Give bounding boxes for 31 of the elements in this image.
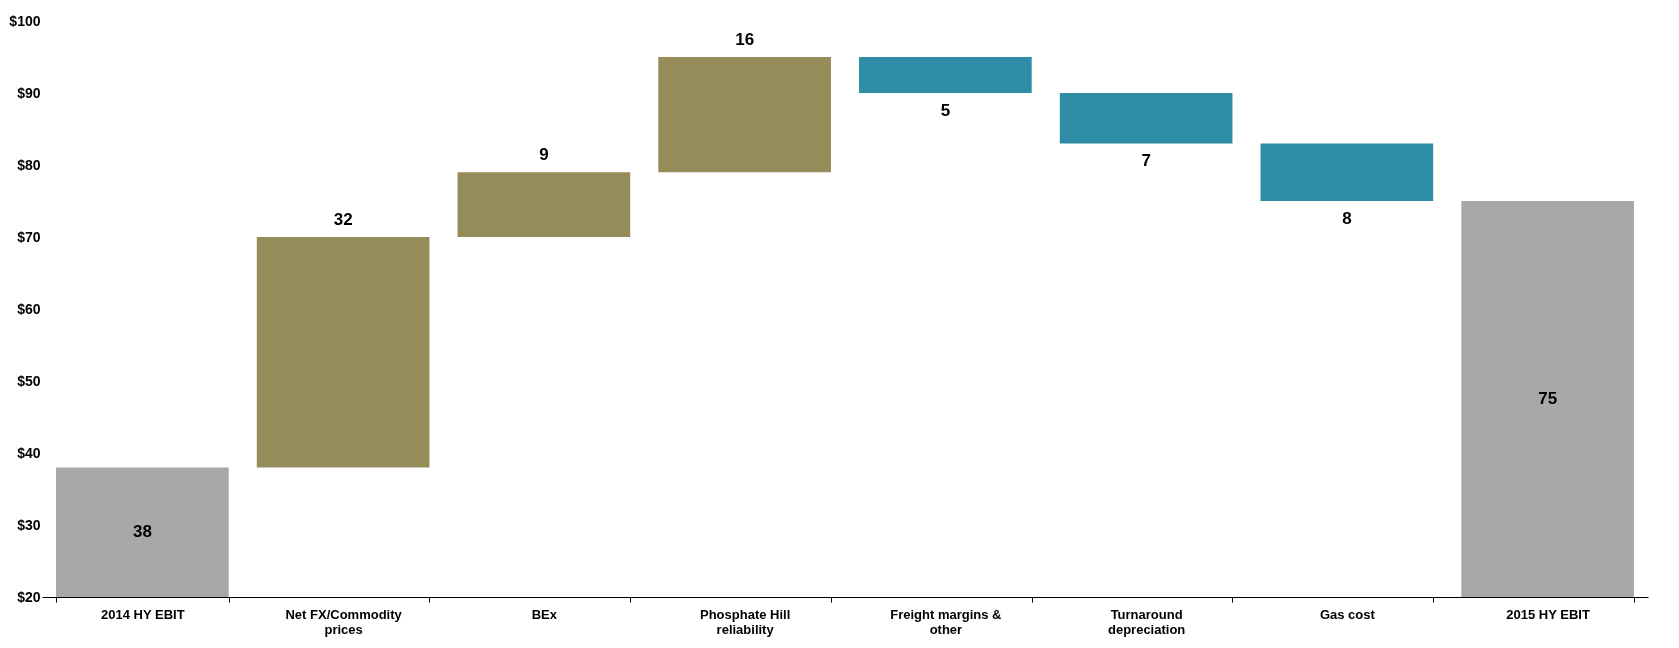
y-tick-label: $20: [17, 588, 41, 605]
data-label: 32: [333, 210, 353, 229]
data-label: 7: [1141, 151, 1151, 171]
bar: [1059, 93, 1233, 144]
x-tick-label: Phosphate Hill reliability: [699, 606, 791, 637]
data-label: 38: [132, 522, 152, 542]
y-tick-label: $40: [17, 444, 41, 461]
data-label: 75: [1538, 389, 1558, 408]
x-tick-label: 2014 HY EBIT: [101, 606, 185, 622]
bar: [1260, 143, 1434, 201]
bar: [658, 57, 831, 173]
x-tick-label: Turnaround depreciation: [1107, 606, 1186, 637]
x-tick-label: 2015 HY EBIT: [1506, 606, 1590, 622]
x-tick-label: Gas cost: [1319, 606, 1376, 622]
y-tick-label: $80: [17, 156, 41, 173]
x-tick-label: BEx: [531, 606, 558, 622]
data-label: 9: [539, 145, 549, 165]
bar: [859, 57, 1032, 93]
y-tick-label: $100: [9, 12, 41, 29]
y-tick-label: $90: [17, 84, 41, 101]
y-tick-label: $50: [17, 372, 41, 389]
y-tick-label: $60: [17, 300, 41, 317]
y-tick-label: $30: [17, 516, 41, 533]
data-label: 8: [1342, 209, 1352, 228]
bar: [457, 172, 631, 237]
data-label: 5: [940, 101, 951, 120]
y-tick-label: $70: [17, 228, 41, 245]
bar: [256, 237, 430, 468]
data-label: 16: [735, 30, 755, 49]
x-tick-label: Freight margins & other: [890, 606, 1002, 637]
x-tick-label: Net FX/Commodity prices: [285, 606, 403, 637]
